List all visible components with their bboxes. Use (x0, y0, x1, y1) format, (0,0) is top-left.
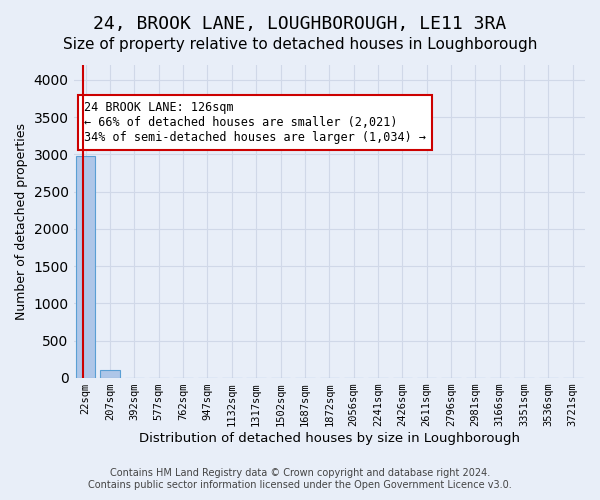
Text: Size of property relative to detached houses in Loughborough: Size of property relative to detached ho… (63, 38, 537, 52)
Text: Contains HM Land Registry data © Crown copyright and database right 2024.
Contai: Contains HM Land Registry data © Crown c… (88, 468, 512, 490)
Bar (100, 370, 120, 378)
Bar (76, 156, 95, 378)
Text: 24 BROOK LANE: 126sqm
← 66% of detached houses are smaller (2,021)
34% of semi-d: 24 BROOK LANE: 126sqm ← 66% of detached … (84, 101, 426, 144)
X-axis label: Distribution of detached houses by size in Loughborough: Distribution of detached houses by size … (139, 432, 520, 445)
Text: 24, BROOK LANE, LOUGHBOROUGH, LE11 3RA: 24, BROOK LANE, LOUGHBOROUGH, LE11 3RA (94, 15, 506, 33)
Y-axis label: Number of detached properties: Number of detached properties (15, 123, 28, 320)
